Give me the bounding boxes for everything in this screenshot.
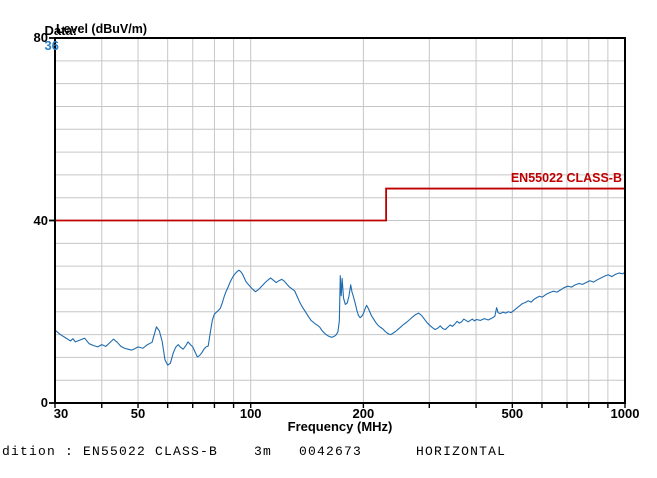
plot-border (54, 37, 626, 404)
y-tick-label: 80 (33, 30, 48, 45)
x-tick-label: 500 (501, 406, 524, 421)
limit-line (55, 187, 625, 222)
x-tick-label: 200 (352, 406, 375, 421)
x-tick-label: 1000 (610, 406, 640, 421)
y-axis-title: Level (dBuV/m) (56, 22, 147, 36)
y-tick-label: 40 (33, 212, 48, 228)
status-condition-line: ndition : EN55022 CLASS-B 3m 0042673 HOR… (0, 444, 507, 459)
measurement-trace (54, 269, 626, 366)
limit-line-label: EN55022 CLASS-B (510, 171, 622, 185)
data-counter-value: 36 (44, 38, 59, 53)
data-counter-label: Data: (44, 23, 77, 38)
x-axis-title: Frequency (MHz) (287, 419, 393, 434)
x-tick-label: 50 (130, 406, 146, 421)
data-counter: Data: 36 (30, 8, 77, 68)
x-tick-label: 30 (53, 406, 69, 421)
x-tick-label: 100 (239, 406, 262, 421)
y-tick-label: 0 (40, 395, 48, 410)
